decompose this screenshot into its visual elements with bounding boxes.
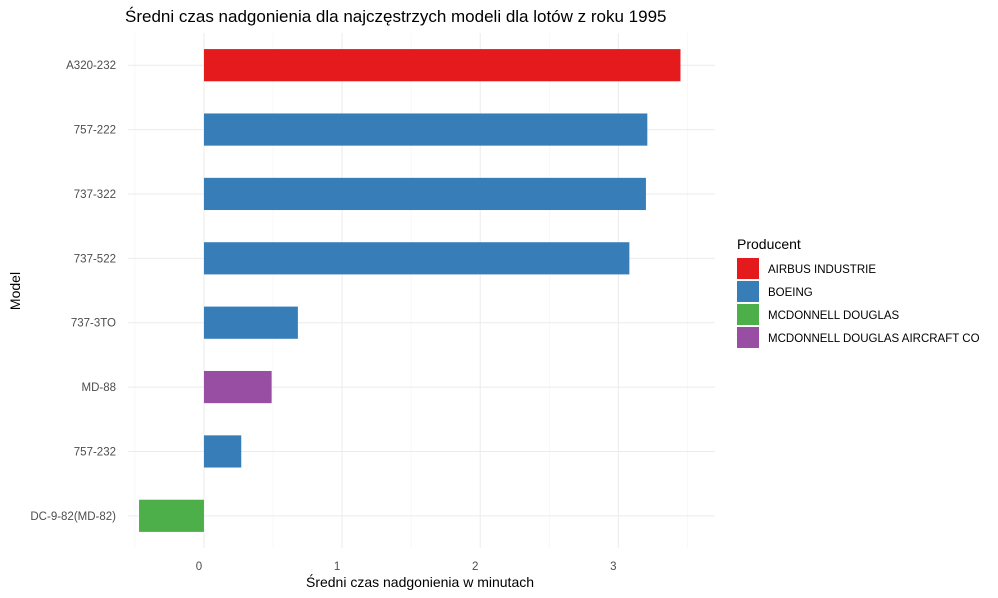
bar <box>203 113 648 146</box>
y-tick-label: 757-222 <box>74 125 116 137</box>
x-tick-label: 1 <box>334 561 340 573</box>
y-tick-label: DC-9-82(MD-82) <box>30 511 116 523</box>
bar <box>203 306 298 339</box>
bar <box>203 242 630 275</box>
x-tick-label: 2 <box>472 561 478 573</box>
x-axis-title: Średni czas nadgonienia w minutach <box>306 573 534 590</box>
grid <box>128 33 715 548</box>
legend-swatch <box>737 327 759 348</box>
x-tick-label: 3 <box>610 561 616 573</box>
y-tick-label: 737-522 <box>74 253 116 265</box>
y-tick-label: 737-322 <box>74 189 116 201</box>
bar <box>203 177 646 211</box>
bar <box>139 499 204 532</box>
legend-swatch <box>737 281 759 302</box>
bars <box>139 49 681 532</box>
bar <box>203 49 681 82</box>
legend-title: Producent <box>737 236 801 252</box>
y-axis-tick-labels: A320-232 757-222 737-322 737-522 737-3TO MD-8… <box>30 60 116 523</box>
x-axis-tick-labels: 0 1 2 3 <box>196 561 617 573</box>
y-tick-label: 737-3TO <box>71 318 116 330</box>
legend-swatch <box>737 304 759 325</box>
chart-title: Średni czas nadgonienia dla najczęstrzyc… <box>125 7 666 26</box>
bar <box>203 435 242 468</box>
x-tick-label: 0 <box>196 561 202 573</box>
legend-label: MCDONNELL DOUGLAS AIRCRAFT CO <box>768 333 980 345</box>
legend-label: BOEING <box>768 287 813 299</box>
y-tick-label: MD-88 <box>81 382 116 394</box>
y-tick-label: 757-232 <box>74 446 116 458</box>
legend-items: AIRBUS INDUSTRIE BOEING MCDONNELL DOUGLAS M… <box>737 258 980 348</box>
y-tick-label: A320-232 <box>66 60 116 72</box>
y-axis-title: Model <box>7 272 23 310</box>
legend-label: AIRBUS INDUSTRIE <box>768 264 876 276</box>
bar <box>203 370 272 404</box>
legend-label: MCDONNELL DOUGLAS <box>768 310 900 322</box>
legend: Producent AIRBUS INDUSTRIE BOEING MCDONNEL… <box>737 236 980 348</box>
legend-swatch <box>737 258 759 279</box>
